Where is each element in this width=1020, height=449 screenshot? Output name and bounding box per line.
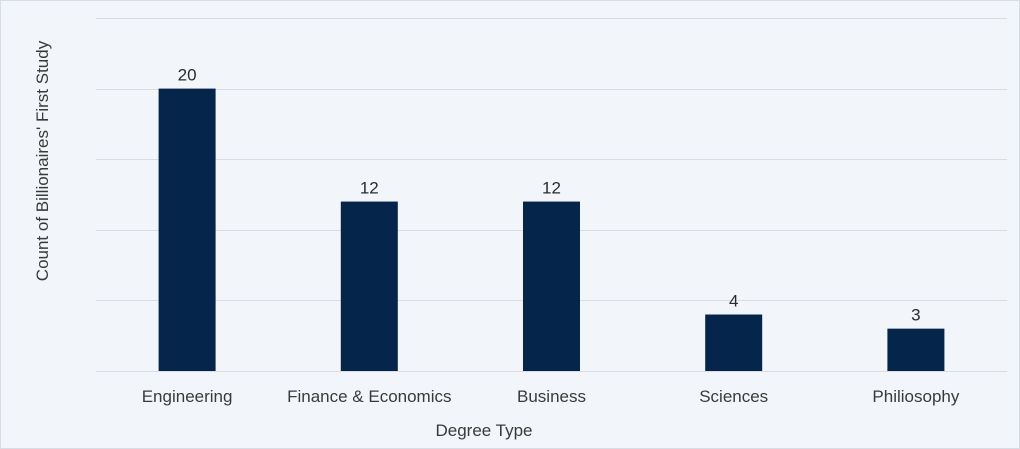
- x-tick-label: Business: [517, 387, 586, 406]
- bar: [158, 88, 216, 371]
- x-tick-labels: Engineering Finance & Economics Business Sc…: [142, 387, 960, 406]
- x-tick-label: Philiosophy: [872, 387, 959, 406]
- data-label: 12: [542, 179, 561, 198]
- bar: [887, 328, 945, 371]
- data-label: 4: [729, 292, 738, 311]
- y-axis-title: Count of Billionaires' First Study: [33, 40, 52, 281]
- x-axis-title: Degree Type: [435, 421, 532, 440]
- x-tick-label: Sciences: [699, 387, 768, 406]
- data-label: 12: [360, 179, 379, 198]
- bars: [158, 88, 945, 371]
- data-labels: 20 12 12 4 3: [178, 66, 921, 325]
- bar: [523, 201, 580, 371]
- bar: [705, 314, 763, 371]
- data-label: 3: [911, 306, 920, 325]
- x-tick-label: Engineering: [142, 387, 233, 406]
- x-tick-label: Finance & Economics: [287, 387, 451, 406]
- bar: [340, 201, 398, 371]
- data-label: 20: [178, 66, 197, 85]
